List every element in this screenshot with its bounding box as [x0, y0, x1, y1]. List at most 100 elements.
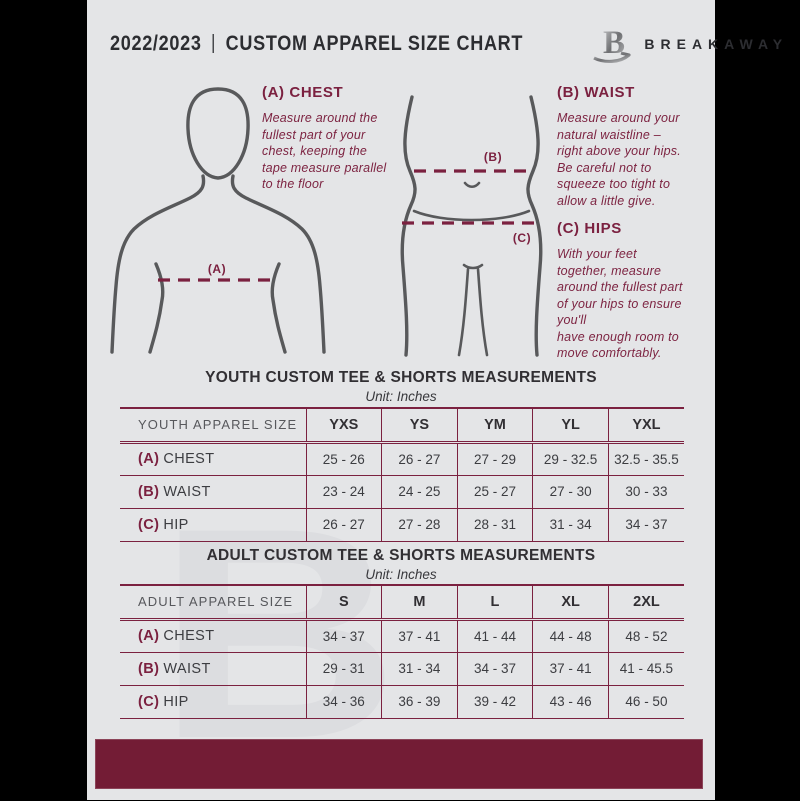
- measurement-row: (B) WAIST 23 - 24 24 - 25 25 - 27 27 - 30 30 -…: [120, 475, 684, 509]
- chest-marker-label: (A): [208, 262, 226, 276]
- right-shoulder-arm-outline: [230, 174, 326, 354]
- measurement-value: 27 - 29: [456, 442, 533, 476]
- measurement-value: 27 - 28: [381, 508, 458, 542]
- chest-diagram: (A): [110, 87, 326, 354]
- measurement-label: (A) CHEST: [120, 619, 306, 653]
- waist-instructions: (B) WAIST Measure around your natural wa…: [557, 84, 715, 209]
- size-column-header: YM: [456, 408, 533, 444]
- measurement-value: 26 - 27: [381, 442, 458, 476]
- size-row-header: YOUTH APPAREL SIZE: [120, 408, 306, 444]
- hips-marker-label: (C): [513, 231, 531, 245]
- page-title: 2022/2023 | CUSTOM APPAREL SIZE CHART: [110, 32, 523, 56]
- measurement-letter: (A): [138, 451, 160, 467]
- footer-bar: [95, 739, 703, 789]
- waist-marker-label: (B): [484, 150, 502, 164]
- waist-body-text: Measure around your natural waistline – …: [557, 111, 681, 208]
- chest-heading: (A) CHEST: [262, 84, 344, 101]
- measurement-row: (A) CHEST 25 - 26 26 - 27 27 - 29 29 - 32.5 32…: [120, 442, 684, 476]
- header: 2022/2023 | CUSTOM APPAREL SIZE CHART B …: [110, 18, 782, 70]
- size-column-header: L: [456, 585, 533, 621]
- chest-instructions: (A) CHEST Measure around the fullest par…: [262, 84, 402, 193]
- measurement-letter: (C): [138, 516, 160, 533]
- waist-heading: (B) WAIST: [557, 84, 635, 101]
- measurement-value: 30 - 33: [607, 475, 684, 509]
- left-hip-outline: [400, 95, 417, 357]
- measurement-value: 39 - 42: [456, 685, 533, 719]
- measurement-value: 24 - 25: [381, 475, 458, 509]
- left-inner-arm-outline: [148, 262, 165, 354]
- adult-size-table: ADULT APPAREL SIZE S M L XL 2XL (A) CHEST 34 - 3…: [120, 584, 684, 719]
- measurement-letter: (B): [138, 660, 160, 677]
- measurement-label: (C) HIP: [120, 685, 306, 719]
- size-column-header: YL: [532, 408, 609, 444]
- measurement-value: 48 - 52: [607, 619, 684, 653]
- size-column-header: YXL: [607, 408, 684, 444]
- measurement-value: 41 - 45.5: [607, 652, 684, 686]
- right-inner-arm-outline: [270, 262, 287, 354]
- size-column-header: M: [381, 585, 458, 621]
- measurement-value: 28 - 31: [456, 508, 533, 542]
- hips-instructions: (C) HIPS With your feet together, measur…: [557, 220, 719, 362]
- hips-heading: (C) HIPS: [557, 220, 622, 237]
- measurement-value: 32.5 - 35.5: [607, 442, 684, 476]
- measurement-row: (C) HIP 34 - 36 36 - 39 39 - 42 43 - 46 46 - 5…: [120, 685, 684, 719]
- measurement-value: 23 - 24: [305, 475, 382, 509]
- head-outline: [186, 87, 250, 180]
- measurement-value: 31 - 34: [381, 652, 458, 686]
- left-inner-leg-line: [457, 267, 470, 357]
- size-column-header: 2XL: [607, 585, 684, 621]
- measurement-value: 46 - 50: [607, 685, 684, 719]
- waist-hips-diagram: (B) (C): [400, 95, 543, 357]
- brand-name: BREAKAWAY: [644, 36, 789, 52]
- measurement-value: 27 - 30: [532, 475, 609, 509]
- size-column-header: YS: [381, 408, 458, 444]
- measurement-value: 34 - 37: [305, 619, 382, 653]
- youth-table-unit: Unit: Inches: [365, 389, 437, 404]
- size-column-header: XL: [532, 585, 609, 621]
- measurement-value: 36 - 39: [381, 685, 458, 719]
- title-separator: |: [211, 31, 217, 54]
- measurement-value: 29 - 31: [305, 652, 382, 686]
- left-shoulder-arm-outline: [110, 174, 206, 354]
- measurement-row: (A) CHEST 34 - 37 37 - 41 41 - 44 44 - 48 48 -…: [120, 619, 684, 653]
- measurement-letter: (C): [138, 693, 160, 710]
- logo-letter: B: [603, 25, 625, 61]
- chest-body-text: Measure around the fullest part of your …: [262, 111, 387, 191]
- season-label: 2022/2023: [110, 32, 202, 55]
- measurement-label: (B) WAIST: [120, 475, 306, 509]
- youth-size-table: YOUTH APPAREL SIZE YXS YS YM YL YXL (A) CHEST 25…: [120, 407, 684, 542]
- size-column-header: YXS: [305, 408, 382, 444]
- size-chart-page: B 2022/2023 | CUSTOM APPAREL SIZE CHART …: [87, 0, 782, 800]
- right-inner-leg-line: [476, 267, 489, 357]
- hip-crease-line: [412, 209, 531, 222]
- measurement-value: 31 - 34: [532, 508, 609, 542]
- measurement-label: (A) CHEST: [120, 442, 306, 476]
- measurement-value: 34 - 37: [607, 508, 684, 542]
- size-header-row: YOUTH APPAREL SIZE YXS YS YM YL YXL: [120, 408, 684, 444]
- size-header-row: ADULT APPAREL SIZE S M L XL 2XL: [120, 585, 684, 621]
- measurement-value: 25 - 27: [456, 475, 533, 509]
- measurement-value: 44 - 48: [532, 619, 609, 653]
- measurement-value: 34 - 36: [305, 685, 382, 719]
- youth-table-title: YOUTH CUSTOM TEE & SHORTS MEASUREMENTS: [205, 369, 597, 386]
- right-hip-outline: [526, 95, 543, 357]
- breakaway-logo-icon: B: [593, 25, 631, 63]
- brand-lockup: B BREAKAWAY: [590, 22, 788, 66]
- adult-table-unit: Unit: Inches: [365, 567, 437, 582]
- navel-mark: [463, 181, 481, 189]
- measurement-label: (C) HIP: [120, 508, 306, 542]
- measurement-letter: (A): [138, 628, 160, 644]
- measurement-value: 34 - 37: [456, 652, 533, 686]
- measurement-value: 43 - 46: [532, 685, 609, 719]
- measurement-value: 29 - 32.5: [532, 442, 609, 476]
- measurement-value: 25 - 26: [305, 442, 382, 476]
- measurement-value: 26 - 27: [305, 508, 382, 542]
- measurement-label: (B) WAIST: [120, 652, 306, 686]
- adult-table-title: ADULT CUSTOM TEE & SHORTS MEASUREMENTS: [206, 547, 596, 564]
- size-column-header: S: [305, 585, 382, 621]
- measurement-value: 37 - 41: [381, 619, 458, 653]
- title-text: CUSTOM APPAREL SIZE CHART: [225, 32, 524, 55]
- measurement-row: (B) WAIST 29 - 31 31 - 34 34 - 37 37 - 41 41 -…: [120, 652, 684, 686]
- crotch-line: [462, 263, 484, 270]
- hips-body-text: With your feet together, measure around …: [557, 247, 683, 360]
